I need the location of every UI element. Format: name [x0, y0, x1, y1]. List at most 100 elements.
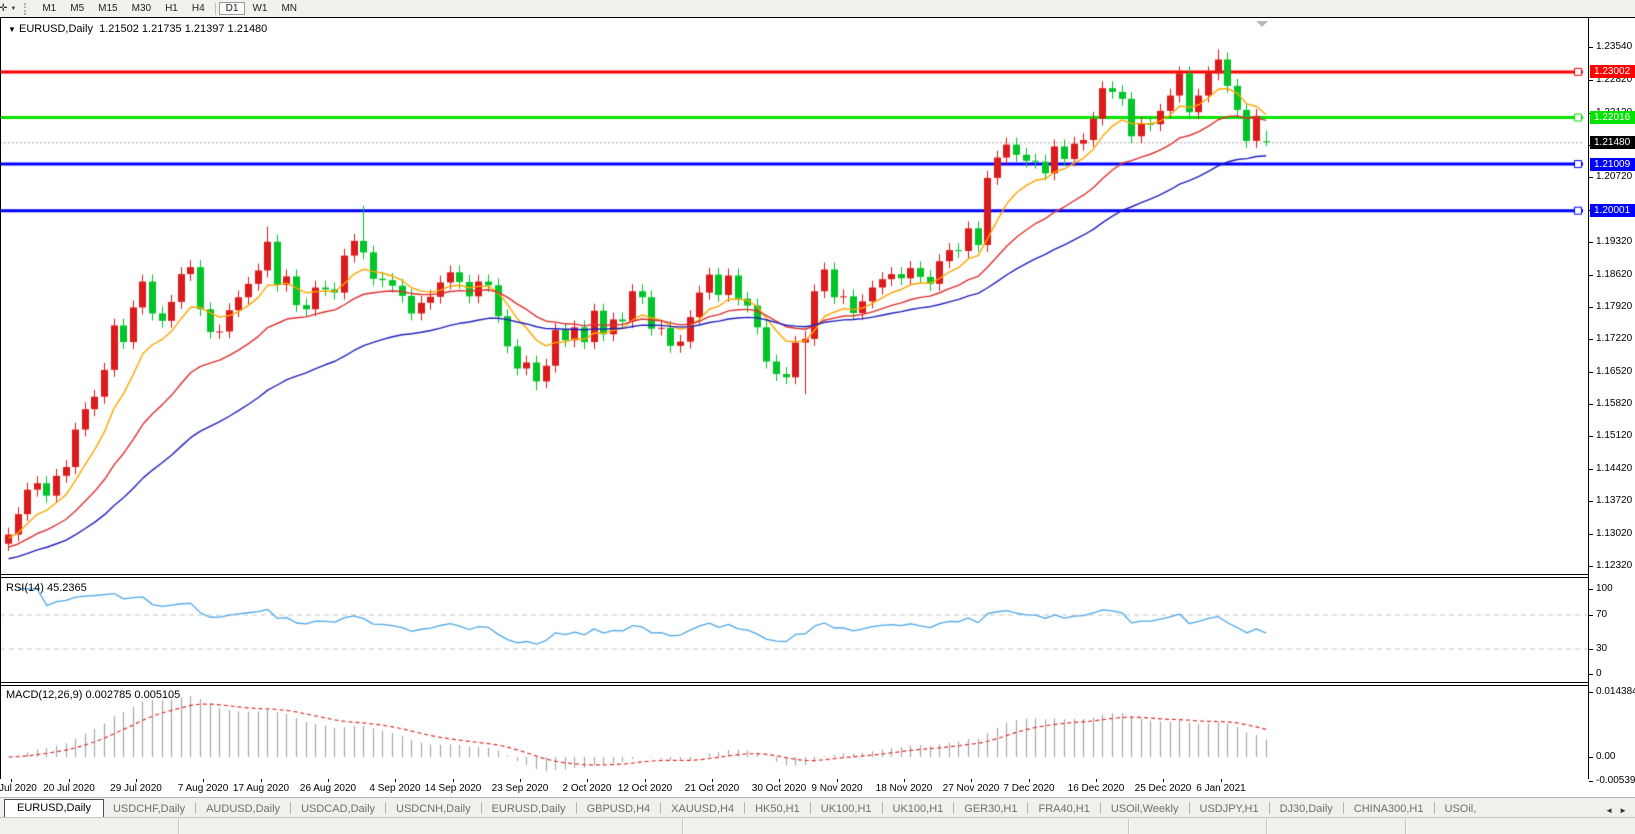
- price-axis-tick: [1589, 469, 1593, 470]
- tab-scroll-right-icon[interactable]: ►: [1619, 806, 1627, 815]
- symbol-dropdown-icon[interactable]: ▼: [8, 25, 16, 34]
- price-axis-tick-label: 1.18620: [1596, 269, 1633, 280]
- chart-tab-usoil-weekly[interactable]: USOil,Weekly: [1110, 803, 1179, 815]
- rsi-axis-tick: [1589, 589, 1593, 590]
- rsi-axis-tick-label: 0: [1596, 668, 1602, 679]
- price-axis-tick: [1589, 339, 1593, 340]
- main-chart-canvas[interactable]: [0, 19, 1588, 574]
- macd-axis-tick: [1589, 781, 1593, 782]
- toolbar-grip[interactable]: [24, 2, 31, 15]
- status-bar-divider: [178, 819, 180, 834]
- panel-splitter[interactable]: [0, 574, 1589, 578]
- rsi-axis-tick-label: 100: [1596, 583, 1613, 594]
- date-axis-tick: [203, 779, 204, 782]
- price-axis-tick: [1589, 275, 1593, 276]
- chart-tab-eurusd-daily[interactable]: EURUSD,Daily: [491, 803, 566, 815]
- chart-tab-china300-h1[interactable]: CHINA300,H1: [1353, 803, 1424, 815]
- chart-tab-gbpusd-h4[interactable]: GBPUSD,H4: [586, 803, 651, 815]
- date-axis-tick: [904, 779, 905, 782]
- price-axis-tick: [1589, 404, 1593, 405]
- date-label: 25 Dec 2020: [1134, 783, 1192, 794]
- chart-tab-usdcnh-daily[interactable]: USDCNH,Daily: [396, 803, 471, 815]
- price-axis-tick-label: 1.12320: [1596, 560, 1633, 571]
- macd-axis-tick: [1589, 757, 1593, 758]
- chart-tab-eurusd-daily[interactable]: EURUSD,Daily: [4, 799, 104, 818]
- rsi-indicator-label: RSI(14) 45.2365: [6, 582, 87, 594]
- price-axis-tick-label: 1.22820: [1596, 74, 1633, 85]
- chevron-down-icon[interactable]: ▼: [10, 5, 17, 12]
- chart-tab-usdchf-daily[interactable]: USDCHF,Daily: [112, 803, 186, 815]
- date-axis-tick: [261, 779, 262, 782]
- chart-tab-hk50-h1[interactable]: HK50,H1: [755, 803, 800, 815]
- date-label: 17 Aug 2020: [232, 783, 290, 794]
- date-axis-tick: [11, 779, 12, 782]
- tab-separator: [1342, 802, 1344, 814]
- timeframe-button-d1[interactable]: D1: [218, 2, 246, 15]
- rsi-panel-canvas[interactable]: [0, 578, 1588, 682]
- price-axis-tick-label: 1.15820: [1596, 398, 1633, 409]
- price-axis-tick: [1589, 501, 1593, 502]
- tab-separator: [480, 802, 482, 814]
- date-label: 23 Sep 2020: [491, 783, 549, 794]
- date-label: 6 Jan 2021: [1196, 783, 1246, 794]
- date-axis-tick: [520, 779, 521, 782]
- status-bar-divider: [1405, 819, 1407, 834]
- price-axis-tick-label: 1.13720: [1596, 495, 1633, 506]
- price-level-badge: 1.23002: [1590, 65, 1635, 78]
- tab-scroll-left-icon[interactable]: ◄: [1605, 806, 1614, 815]
- crosshair-icon[interactable]: ✛: [0, 3, 8, 14]
- date-label: 20 Jul 2020: [43, 783, 95, 794]
- date-label: 2 Oct 2020: [562, 783, 612, 794]
- chart-tab-audusd-daily[interactable]: AUDUSD,Daily: [206, 803, 281, 815]
- timeframe-button-m1[interactable]: M1: [42, 3, 57, 14]
- chart-tabs: EURUSD,Daily USDCHF,Daily AUDUSD,Daily USDC…: [0, 799, 1485, 818]
- price-axis-tick-label: 1.13020: [1596, 528, 1633, 539]
- price-axis-tick: [1589, 372, 1593, 373]
- timeframe-button-mn[interactable]: MN: [281, 3, 298, 14]
- timeframe-button-m30[interactable]: M30: [131, 3, 152, 14]
- price-axis-tick-label: 1.19320: [1596, 236, 1633, 247]
- date-label: 4 Sep 2020: [369, 783, 421, 794]
- date-axis-tick: [1221, 779, 1222, 782]
- date-label: 30 Oct 2020: [751, 783, 807, 794]
- chart-tab-usdjpy-h1[interactable]: USDJPY,H1: [1199, 803, 1259, 815]
- chart-title: ▼ EURUSD,Daily 1.21502 1.21735 1.21397 1…: [8, 23, 267, 35]
- rsi-axis-tick: [1589, 615, 1593, 616]
- chart-tab-xauusd-h4[interactable]: XAUUSD,H4: [671, 803, 735, 815]
- chart-tab-usoil-[interactable]: USOil,: [1444, 803, 1477, 815]
- rsi-axis-tick-label: 30: [1596, 643, 1608, 654]
- date-axis-tick: [971, 779, 972, 782]
- date-label: 26 Aug 2020: [299, 783, 357, 794]
- timeframe-button-m15[interactable]: M15: [98, 3, 118, 14]
- timeframe-button-w1[interactable]: W1: [252, 3, 268, 14]
- status-bar-divider: [682, 819, 684, 834]
- chart-symbol-label: EURUSD,Daily: [18, 23, 93, 35]
- date-axis-tick: [136, 779, 137, 782]
- price-axis-tick: [1589, 436, 1593, 437]
- chart-tab-uk100-h1[interactable]: UK100,H1: [820, 803, 872, 815]
- price-axis-tick: [1589, 534, 1593, 535]
- price-level-badge: 1.21009: [1590, 158, 1635, 171]
- date-axis-tick: [837, 779, 838, 782]
- tab-scroll-controls: ◄ ►: [1605, 806, 1635, 818]
- tab-separator: [744, 802, 746, 814]
- toolbar-separator: [214, 2, 216, 15]
- price-axis-tick: [1589, 80, 1593, 81]
- price-axis-tick-label: 1.15120: [1596, 430, 1633, 441]
- tab-separator: [1027, 802, 1029, 814]
- chart-tab-uk100-h1[interactable]: UK100,H1: [892, 803, 944, 815]
- timeframe-button-m5[interactable]: M5: [70, 3, 85, 14]
- timeframe-button-h4[interactable]: H4: [191, 3, 205, 14]
- chart-tab-fra40-h1[interactable]: FRA40,H1: [1038, 803, 1090, 815]
- tab-separator: [385, 802, 387, 814]
- chart-tab-usdcad-daily[interactable]: USDCAD,Daily: [301, 803, 376, 815]
- chart-shift-marker[interactable]: [1256, 21, 1268, 27]
- panel-splitter[interactable]: [0, 682, 1589, 686]
- date-axis-tick: [1096, 779, 1097, 782]
- chart-tab-dj30-daily[interactable]: DJ30,Daily: [1279, 803, 1333, 815]
- price-axis-tick-label: 1.17220: [1596, 333, 1633, 344]
- timeframe-button-h1[interactable]: H1: [165, 3, 178, 14]
- chart-tab-ger30-h1[interactable]: GER30,H1: [964, 803, 1018, 815]
- timeframe-toolbar: ✛ ▼ M1 M5 M15 M30 H1 H4 D1 W1 MN: [0, 0, 1635, 18]
- macd-panel-canvas[interactable]: [0, 686, 1588, 779]
